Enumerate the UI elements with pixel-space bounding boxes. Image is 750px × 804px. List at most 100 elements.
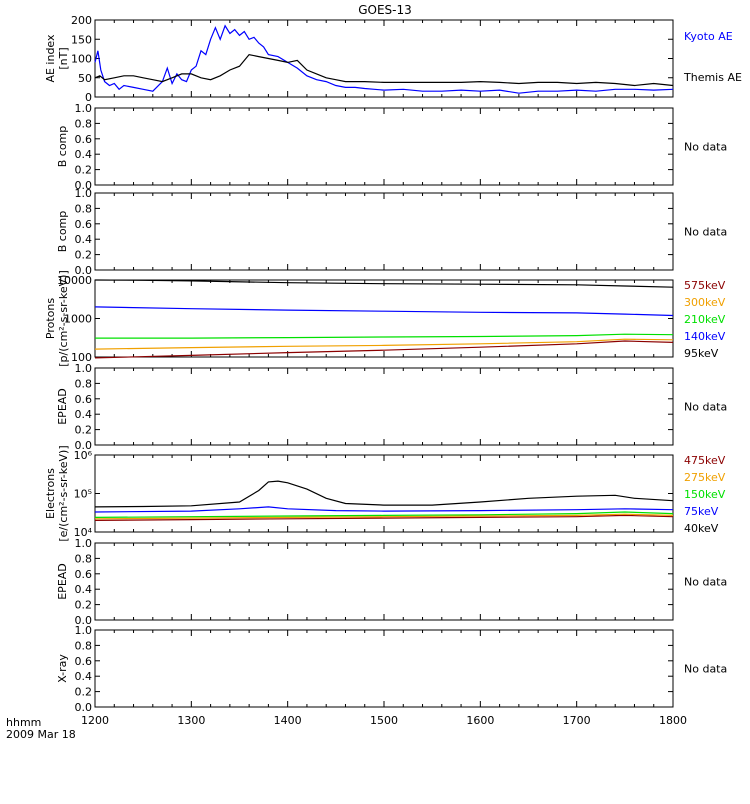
y-tick-label: 1.0 xyxy=(75,537,93,550)
y-tick-label: 0.2 xyxy=(75,164,93,177)
y-tick-label: 0.4 xyxy=(75,408,93,421)
y-tick-label: 0.2 xyxy=(75,424,93,437)
legend-entry: 275keV xyxy=(684,471,726,484)
y-tick-label: 0.8 xyxy=(75,377,93,390)
panel-frame xyxy=(94,629,674,708)
date-label: 2009 Mar 18 xyxy=(6,728,76,741)
y-tick-label: 0.2 xyxy=(75,599,93,612)
y-tick-label: 10⁴ xyxy=(74,526,93,539)
legend-entry: 150keV xyxy=(684,488,726,501)
y-tick-label: 1.0 xyxy=(75,102,93,115)
legend-entry: 95keV xyxy=(684,347,719,360)
series-line-210kev xyxy=(95,333,674,339)
panel-frame xyxy=(94,19,674,98)
series-line-75kev xyxy=(94,506,674,513)
panel-frame xyxy=(94,454,674,533)
y-tick-label: 0.0 xyxy=(75,701,93,714)
y-axis-label: [e/(cm²-s-sr-keV)] xyxy=(57,445,70,541)
y-tick-label: 0.6 xyxy=(75,133,93,146)
y-axis-label: B comp xyxy=(56,211,69,253)
series-line-275kev xyxy=(94,513,674,520)
y-tick-label: 0.2 xyxy=(75,686,93,699)
series-line-140kev xyxy=(94,306,674,317)
x-tick-label: 1400 xyxy=(274,714,302,727)
y-tick-label: 0.6 xyxy=(75,393,93,406)
legend-entry: 40keV xyxy=(684,522,719,535)
y-tick-label: 0.8 xyxy=(75,117,93,130)
y-tick-label: 0.8 xyxy=(75,552,93,565)
y-axis-label: EPEAD xyxy=(56,563,69,600)
y-tick-label: 1000 xyxy=(64,313,92,326)
series-line-475kev xyxy=(94,514,674,522)
series-line-300kev xyxy=(94,338,674,350)
y-tick-label: 0.0 xyxy=(75,179,93,192)
y-tick-label: 0.0 xyxy=(75,614,93,627)
series-line-575kev xyxy=(94,340,674,359)
y-tick-label: 0.4 xyxy=(75,233,93,246)
series-line-95kev xyxy=(94,279,674,288)
legend-entry: 575keV xyxy=(684,279,726,292)
y-axis-label: X-ray xyxy=(56,654,69,683)
y-tick-label: 0.4 xyxy=(75,583,93,596)
y-tick-label: 1.0 xyxy=(75,362,93,375)
y-tick-label: 0.6 xyxy=(75,568,93,581)
panels: 0 50 100 150 200 AE index [nT] Kyoto AE Themis A… xyxy=(44,14,742,714)
legend-entry: 300keV xyxy=(684,296,726,309)
panel-bcomp1: 0.0 0.2 0.4 0.6 0.8 1.0 B comp No data xyxy=(56,102,727,192)
y-tick-label: 100 xyxy=(71,53,92,66)
y-tick-label: 0.0 xyxy=(75,439,93,452)
x-tick-label: 1800 xyxy=(659,714,687,727)
legend-entry: 75keV xyxy=(684,505,719,518)
panel-frame xyxy=(94,367,674,446)
y-tick-label: 1.0 xyxy=(75,187,93,200)
series-line-kyoto-ae xyxy=(94,24,674,94)
no-data-note: No data xyxy=(684,401,727,414)
y-tick-label: 150 xyxy=(71,33,92,46)
y-tick-label: 0.6 xyxy=(75,655,93,668)
y-tick-label: 100 xyxy=(71,351,92,364)
y-tick-label: 10⁵ xyxy=(74,488,92,501)
panel-epead1: 0.0 0.2 0.4 0.6 0.8 1.0 EPEAD No data xyxy=(56,362,727,452)
series-line-themis-ae xyxy=(94,53,674,87)
y-tick-label: 200 xyxy=(71,14,92,27)
y-axis-label: [nT] xyxy=(57,47,70,69)
panel-frame xyxy=(94,542,674,621)
panel-electrons: 10⁴ 10⁵ 10⁶ Electrons [e/(cm²-s-sr-keV)] 475k… xyxy=(44,445,726,541)
x-axis: 1200 1300 1400 1500 1600 1700 1800 xyxy=(81,714,687,727)
y-tick-label: 0.8 xyxy=(75,202,93,215)
panel-ae: 0 50 100 150 200 AE index [nT] Kyoto AE Themis A… xyxy=(44,14,742,104)
legend-entry: Themis AE xyxy=(683,71,742,84)
y-tick-label: 10⁶ xyxy=(74,449,93,462)
no-data-note: No data xyxy=(684,141,727,154)
y-tick-label: 0 xyxy=(85,91,92,104)
y-tick-label: 0.4 xyxy=(75,670,93,683)
legend-entry: 475keV xyxy=(684,454,726,467)
x-tick-label: 1200 xyxy=(81,714,109,727)
time-label: hhmm xyxy=(6,716,41,729)
legend-entry: 140keV xyxy=(684,330,726,343)
legend-entry: Kyoto AE xyxy=(684,30,733,43)
y-tick-label: 0.4 xyxy=(75,148,93,161)
chart-title: GOES-13 xyxy=(358,3,412,17)
no-data-note: No data xyxy=(684,226,727,239)
panel-xray: 0.0 0.2 0.4 0.6 0.8 1.0 X-ray No data xyxy=(56,624,727,714)
legend-entry: 210keV xyxy=(684,313,726,326)
y-axis-label: [p/(cm²-s-sr-keV)] xyxy=(57,270,70,367)
y-tick-label: 50 xyxy=(78,72,92,85)
y-tick-label: 0.8 xyxy=(75,639,93,652)
x-tick-label: 1500 xyxy=(370,714,398,727)
no-data-note: No data xyxy=(684,576,727,589)
y-axis-label: Protons xyxy=(44,298,57,339)
y-axis-label: Electrons xyxy=(44,468,57,519)
y-tick-label: 1.0 xyxy=(75,624,93,637)
y-tick-label: 0.2 xyxy=(75,249,93,262)
series-line-40kev xyxy=(94,480,674,508)
y-tick-label: 10000 xyxy=(57,274,92,287)
no-data-note: No data xyxy=(684,663,727,676)
y-tick-label: 0.0 xyxy=(75,264,93,277)
x-tick-label: 1700 xyxy=(563,714,591,727)
x-tick-label: 1600 xyxy=(466,714,494,727)
